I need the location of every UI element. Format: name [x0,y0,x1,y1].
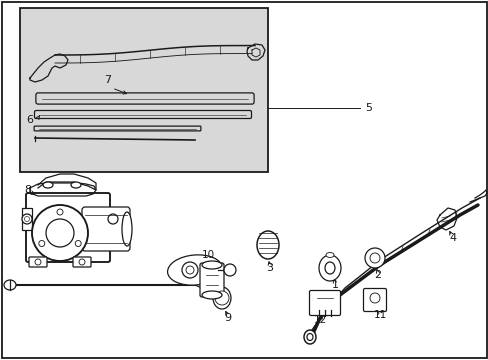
FancyBboxPatch shape [26,193,110,262]
FancyBboxPatch shape [309,291,340,315]
Text: 2: 2 [374,270,381,280]
FancyBboxPatch shape [29,257,47,267]
FancyBboxPatch shape [73,257,91,267]
Text: 4: 4 [448,233,456,243]
Text: 3: 3 [266,263,273,273]
Text: 7: 7 [104,75,111,85]
Bar [22,208,32,230]
FancyBboxPatch shape [363,288,386,311]
Ellipse shape [202,261,222,269]
Circle shape [108,214,118,224]
Ellipse shape [122,212,132,246]
Circle shape [32,205,88,261]
Bar [108,208,118,230]
Circle shape [35,259,41,265]
Circle shape [215,291,228,305]
FancyBboxPatch shape [200,263,224,297]
Ellipse shape [202,291,222,299]
FancyBboxPatch shape [82,207,130,251]
Circle shape [46,219,74,247]
Circle shape [185,266,194,274]
FancyBboxPatch shape [35,111,251,118]
Circle shape [22,214,32,224]
Circle shape [364,248,384,268]
Circle shape [369,253,379,263]
Bar [20,8,267,172]
Text: 8: 8 [24,185,32,195]
FancyBboxPatch shape [34,126,201,131]
Text: 6: 6 [26,115,34,125]
Circle shape [24,216,29,221]
Ellipse shape [257,231,279,259]
Circle shape [57,209,63,215]
Circle shape [369,293,379,303]
FancyBboxPatch shape [36,93,254,104]
Ellipse shape [304,330,315,344]
Circle shape [182,262,198,278]
Text: 12: 12 [313,315,326,325]
Ellipse shape [71,182,81,188]
Circle shape [39,240,45,247]
Ellipse shape [4,280,16,290]
Text: 5: 5 [364,103,371,113]
Text: 1: 1 [331,280,338,290]
Text: 10: 10 [201,250,214,260]
Text: 11: 11 [373,310,386,320]
Circle shape [75,240,81,247]
Ellipse shape [325,262,334,274]
Ellipse shape [43,182,53,188]
Ellipse shape [213,287,230,309]
Ellipse shape [325,252,333,257]
Text: 9: 9 [224,313,231,323]
Ellipse shape [318,255,340,281]
Circle shape [224,264,236,276]
Ellipse shape [167,255,222,285]
Ellipse shape [306,333,312,341]
Circle shape [79,259,85,265]
